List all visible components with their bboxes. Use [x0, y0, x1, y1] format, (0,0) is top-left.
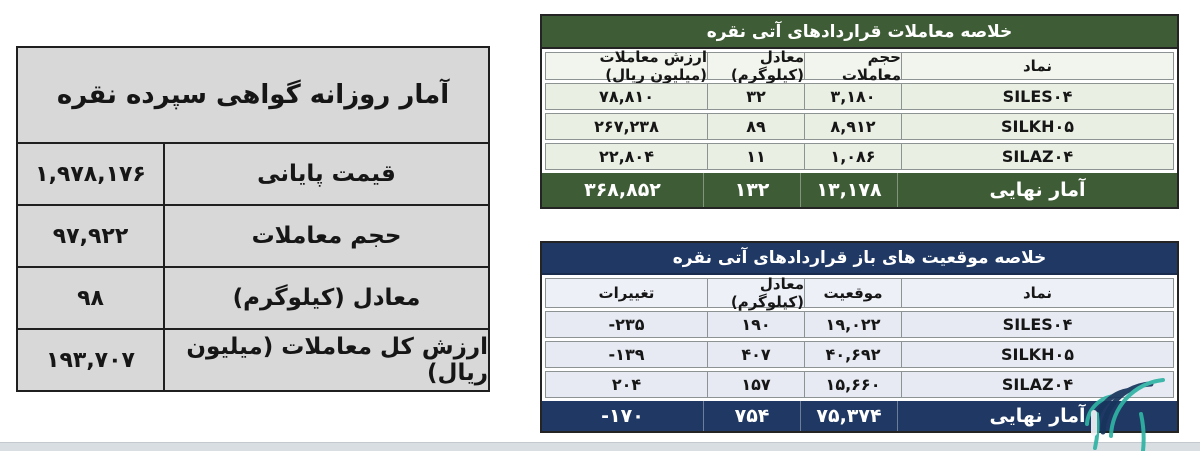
- cell-volume: ۱,۰۸۶: [805, 144, 902, 169]
- cell-trade-value: ۲۲,۸۰۴: [546, 144, 708, 169]
- total-trade-value-label: ارزش کل معاملات (میلیون ریال): [186, 334, 488, 386]
- cell-volume: ۳,۱۸۰: [805, 84, 902, 109]
- total-volume: ۱۳,۱۷۸: [801, 173, 898, 207]
- cell-position: ۱۵,۶۶۰: [805, 372, 902, 397]
- total-kg: ۷۵۴: [704, 401, 801, 431]
- table-total-row: ۳۶۸,۸۵۲ ۱۳۲ ۱۳,۱۷۸ آمار نهایی: [542, 173, 1177, 207]
- cell-trade-value: ۲۶۷,۲۳۸: [546, 114, 708, 139]
- table-row: ۱۹۳,۷۰۷ ارزش کل معاملات (میلیون ریال): [18, 330, 488, 390]
- cell-kg: ۱۹۰: [708, 312, 805, 337]
- table-row: ۹۷,۹۲۲ حجم معاملات: [18, 206, 488, 268]
- trade-volume-value: ۹۷,۹۲۲: [18, 206, 165, 266]
- cell-symbol: SILES۰۴: [1002, 87, 1073, 106]
- total-position: ۷۵,۳۷۴: [801, 401, 898, 431]
- total-trade-value: ۱۹۳,۷۰۷: [18, 330, 165, 390]
- cell-position: ۴۰,۶۹۲: [805, 342, 902, 367]
- table-row: -۲۳۵ ۱۹۰ ۱۹,۰۲۲ SILES۰۴: [545, 311, 1174, 338]
- cell-kg: ۸۹: [708, 114, 805, 139]
- total-change: -۱۷۰: [542, 401, 704, 431]
- table-header-row: تغییرات معادل (کیلوگرم) موقعیت نماد: [545, 275, 1174, 311]
- daily-certificate-table: آمار روزانه گواهی سپرده نقره ۱,۹۷۸,۱۷۶ ق…: [16, 46, 490, 392]
- cell-symbol: SILAZ۰۴: [1001, 375, 1074, 394]
- futures-trades-table-title: خلاصه معاملات قراردادهای آتی نقره: [542, 16, 1177, 49]
- cell-kg: ۱۵۷: [708, 372, 805, 397]
- daily-certificate-table-title: آمار روزانه گواهی سپرده نقره: [18, 48, 488, 144]
- total-trade-value: ۳۶۸,۸۵۲: [542, 173, 704, 207]
- closing-price-value: ۱,۹۷۸,۱۷۶: [18, 144, 165, 204]
- table-header-row: ارزش معاملات (میلیون ریال) معادل (کیلوگر…: [545, 48, 1174, 84]
- table-total-row: -۱۷۰ ۷۵۴ ۷۵,۳۷۴ آمار نهایی: [542, 401, 1177, 431]
- cell-change: -۲۳۵: [546, 312, 708, 337]
- table-row: ۲۲,۸۰۴ ۱۱ ۱,۰۸۶ SILAZ۰۴: [545, 143, 1174, 170]
- cell-position: ۱۹,۰۲۲: [805, 312, 902, 337]
- cell-kg: ۱۱: [708, 144, 805, 169]
- table-row: ۹۸ معادل (کیلوگرم): [18, 268, 488, 330]
- cell-symbol: SILKH۰۵: [1001, 345, 1074, 364]
- cell-change: -۱۳۹: [546, 342, 708, 367]
- table-row: ۲۰۴ ۱۵۷ ۱۵,۶۶۰ SILAZ۰۴: [545, 371, 1174, 398]
- table-row: -۱۳۹ ۴۰۷ ۴۰,۶۹۲ SILKH۰۵: [545, 341, 1174, 368]
- cell-change: ۲۰۴: [546, 372, 708, 397]
- col-header-change: تغییرات: [546, 279, 708, 307]
- closing-price-label: قیمت پایانی: [257, 161, 396, 187]
- col-header-symbol: نماد: [1022, 284, 1053, 302]
- cell-trade-value: ۷۸,۸۱۰: [546, 84, 708, 109]
- bottom-edge-strip: [0, 442, 1200, 451]
- cell-kg: ۳۲: [708, 84, 805, 109]
- trade-volume-label: حجم معاملات: [251, 223, 402, 249]
- total-kg: ۱۳۲: [704, 173, 801, 207]
- table-row: ۱,۹۷۸,۱۷۶ قیمت پایانی: [18, 144, 488, 206]
- table-row: ۷۸,۸۱۰ ۳۲ ۳,۱۸۰ SILES۰۴: [545, 83, 1174, 110]
- cell-symbol: SILKH۰۵: [1001, 117, 1074, 136]
- col-header-kg: معادل (کیلوگرم): [708, 275, 805, 311]
- news-agency-watermark-icon: [1085, 378, 1165, 451]
- futures-trades-table: خلاصه معاملات قراردادهای آتی نقره ارزش م…: [540, 14, 1179, 209]
- total-label: آمار نهایی: [989, 405, 1086, 427]
- open-positions-table: خلاصه موقعیت های باز قراردادهای آتی نقره…: [540, 241, 1179, 433]
- col-header-trade-value: ارزش معاملات (میلیون ریال): [546, 48, 708, 84]
- cell-symbol: SILES۰۴: [1002, 315, 1073, 334]
- open-positions-table-title: خلاصه موقعیت های باز قراردادهای آتی نقره: [542, 243, 1177, 275]
- col-header-symbol: نماد: [1022, 57, 1053, 75]
- table-row: ۲۶۷,۲۳۸ ۸۹ ۸,۹۱۲ SILKH۰۵: [545, 113, 1174, 140]
- col-header-kg: معادل (کیلوگرم): [708, 48, 805, 84]
- kg-equivalent-value: ۹۸: [18, 268, 165, 328]
- col-header-position: موقعیت: [805, 279, 902, 307]
- cell-volume: ۸,۹۱۲: [805, 114, 902, 139]
- total-label: آمار نهایی: [989, 179, 1086, 201]
- cell-symbol: SILAZ۰۴: [1001, 147, 1074, 166]
- cell-kg: ۴۰۷: [708, 342, 805, 367]
- col-header-volume: حجم معاملات: [805, 48, 902, 84]
- kg-equivalent-label: معادل (کیلوگرم): [232, 285, 421, 311]
